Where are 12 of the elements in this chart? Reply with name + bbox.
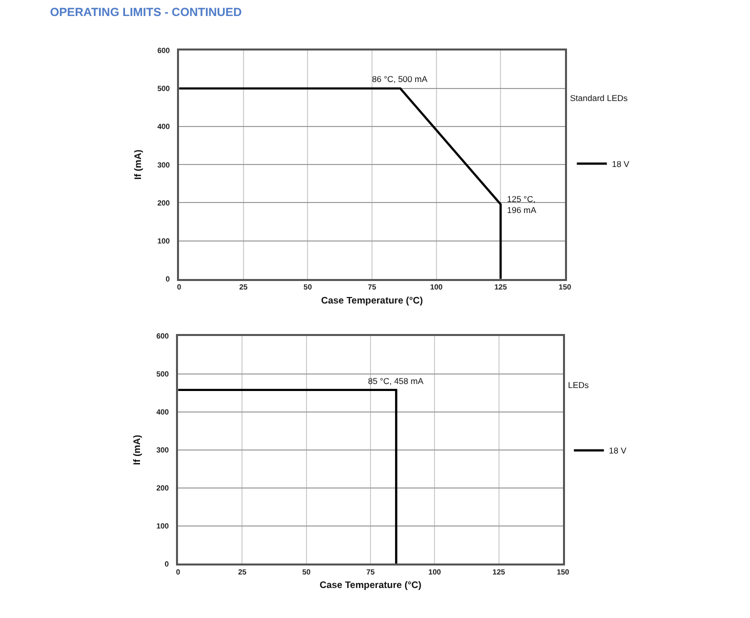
annotation: 86 °C, 500 mA <box>372 74 428 84</box>
y-axis-title: If (mA) <box>132 434 144 465</box>
legend-label: 18 V <box>612 158 630 169</box>
chart-title: OPERATING LIMITS - CONTINUED <box>50 5 242 20</box>
legend-title: LEDs <box>568 380 589 390</box>
legend-title: Standard LEDs <box>570 93 628 103</box>
x-axis-title: Case Temperature (°C) <box>320 580 422 592</box>
annotation: 85 °C, 458 mA <box>368 376 424 386</box>
annotation: 125 °C, 196 mA <box>507 194 537 216</box>
x-axis-title: Case Temperature (°C) <box>321 295 423 306</box>
y-axis-title: If (mA) <box>133 150 144 180</box>
legend-label: 18 V <box>608 446 627 456</box>
